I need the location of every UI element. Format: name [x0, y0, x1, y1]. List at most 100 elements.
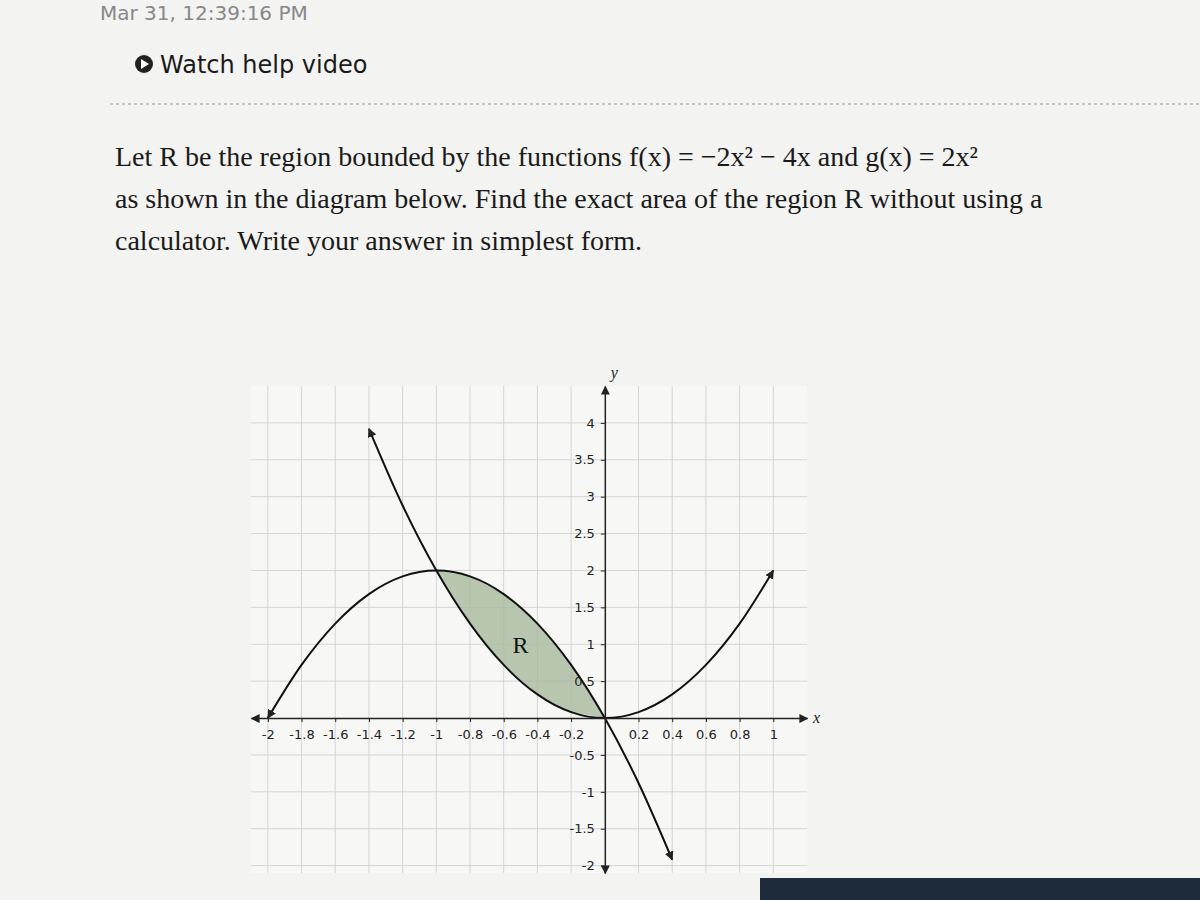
grid-line-x — [470, 386, 471, 873]
grid-line-y — [251, 533, 807, 534]
x-tick: 0.2 — [629, 718, 650, 742]
grid — [251, 386, 807, 873]
x-tick: -0.4 — [525, 718, 550, 742]
y-tick-mark — [601, 681, 605, 682]
y-axis-line — [605, 387, 607, 874]
y-tick-mark — [601, 829, 605, 830]
grid-line-x — [638, 386, 639, 873]
y-tick-label: -1.5 — [569, 821, 594, 836]
y-tick-mark — [601, 755, 605, 756]
play-triangle[interactable] — [141, 59, 149, 69]
y-tick-label: 4 — [587, 416, 595, 431]
x-tick-mark — [504, 718, 505, 722]
taskbar — [760, 878, 1200, 900]
y-tick: -1 — [582, 784, 605, 799]
problem-line: Let R be the region bounded by the funct… — [115, 141, 978, 172]
grid-line-y — [251, 496, 807, 497]
y-tick-mark — [601, 497, 605, 498]
x-tick-label: -0.6 — [492, 727, 517, 742]
grid-line-y — [251, 422, 807, 423]
help-link[interactable]: Watch help video — [135, 51, 367, 79]
y-tick: 2 — [587, 563, 605, 578]
x-tick-mark — [470, 718, 471, 722]
x-tick-mark — [436, 718, 437, 722]
y-tick-label: 0.5 — [574, 674, 595, 689]
x-tick: -1.8 — [289, 718, 314, 742]
grid-line-y — [251, 865, 807, 866]
x-tick-mark — [302, 718, 303, 722]
grid-line-x — [773, 386, 774, 873]
x-tick-label: -2 — [262, 727, 275, 742]
help-link-text[interactable]: Watch help video — [160, 51, 367, 79]
timestamp: Mar 31, 12:39:16 PM — [100, 1, 308, 25]
grid-line-x — [267, 386, 268, 873]
y-axis-title: y — [609, 364, 619, 382]
y-tick: 3 — [587, 489, 605, 504]
grid-line-x — [436, 386, 437, 873]
x-tick-label: 0.8 — [730, 727, 751, 742]
x-tick-label: -1.4 — [357, 727, 382, 742]
separator — [110, 104, 1200, 105]
grid-line-y — [251, 570, 807, 571]
x-tick-label: 1 — [770, 727, 778, 742]
y-tick-label: 1 — [587, 637, 595, 652]
y-tick-mark — [601, 792, 605, 793]
y-tick-mark — [601, 460, 605, 461]
y-tick-mark — [601, 423, 605, 424]
x-axis: -2-1.8-1.6-1.4-1.2-1-0.8-0.6-0.4-0.20.20… — [252, 718, 808, 742]
y-tick: 1 — [587, 637, 605, 652]
region-label: R — [513, 632, 529, 658]
y-tick: 1.5 — [574, 600, 605, 615]
shaded-region — [436, 570, 604, 718]
x-tick-mark — [403, 718, 404, 722]
y-axis: -2 -1.5 -1 -0.5 0.5 1 1.5 2 2.5 3 3.5 4 — [569, 387, 605, 874]
x-tick: -0.2 — [559, 718, 584, 742]
x-tick-mark — [672, 718, 673, 722]
background — [0, 0, 1200, 900]
x-tick-mark — [773, 718, 774, 722]
x-tick-label: 0.4 — [662, 727, 683, 742]
x-tick: -1.4 — [357, 718, 382, 742]
x-tick: -1.6 — [323, 718, 348, 742]
y-tick: -2 — [582, 858, 605, 873]
grid-line-x — [739, 386, 740, 873]
y-tick-label: 3 — [587, 489, 595, 504]
problem-line: as shown in the diagram below. Find the … — [115, 183, 1043, 214]
grid-line-x — [402, 386, 403, 873]
x-tick-mark — [740, 718, 741, 722]
grid-line-x — [335, 386, 336, 873]
x-tick-mark — [537, 718, 538, 722]
grid-line-x — [301, 386, 302, 873]
x-tick: 1 — [770, 718, 778, 742]
x-tick-label: -1.2 — [390, 727, 415, 742]
y-tick: 4 — [587, 416, 605, 431]
y-tick-label: -0.5 — [569, 748, 594, 763]
y-tick-label: 2.5 — [574, 526, 595, 541]
y-tick: 3.5 — [574, 452, 605, 467]
curve — [369, 429, 773, 718]
x-tick: 0.4 — [662, 718, 683, 742]
y-tick: -1.5 — [569, 821, 604, 836]
x-tick-label: 0.6 — [696, 727, 717, 742]
grid-line-y — [251, 828, 807, 829]
y-tick-mark — [601, 866, 605, 867]
x-tick-mark — [706, 718, 707, 722]
grid-line-x — [705, 386, 706, 873]
x-tick-mark — [268, 718, 269, 722]
grid-line-x — [571, 386, 572, 873]
x-tick: 0.8 — [730, 718, 751, 742]
page: Mar 31, 12:39:16 PM Watch help video Let R… — [0, 0, 1200, 900]
y-tick-mark — [601, 644, 605, 645]
x-tick-mark — [639, 718, 640, 722]
y-tick-label: -2 — [582, 858, 595, 873]
grid-line-y — [251, 791, 807, 792]
play-icon[interactable] — [135, 55, 153, 73]
x-axis-line — [252, 718, 808, 720]
y-tick: -0.5 — [569, 748, 604, 763]
y-tick: 2.5 — [574, 526, 605, 541]
x-tick: -2 — [262, 718, 275, 742]
grid-line-x — [672, 386, 673, 873]
y-tick: 0.5 — [574, 674, 605, 689]
problem-line: calculator. Write your answer in simples… — [115, 225, 642, 256]
grid-line-y — [251, 459, 807, 460]
